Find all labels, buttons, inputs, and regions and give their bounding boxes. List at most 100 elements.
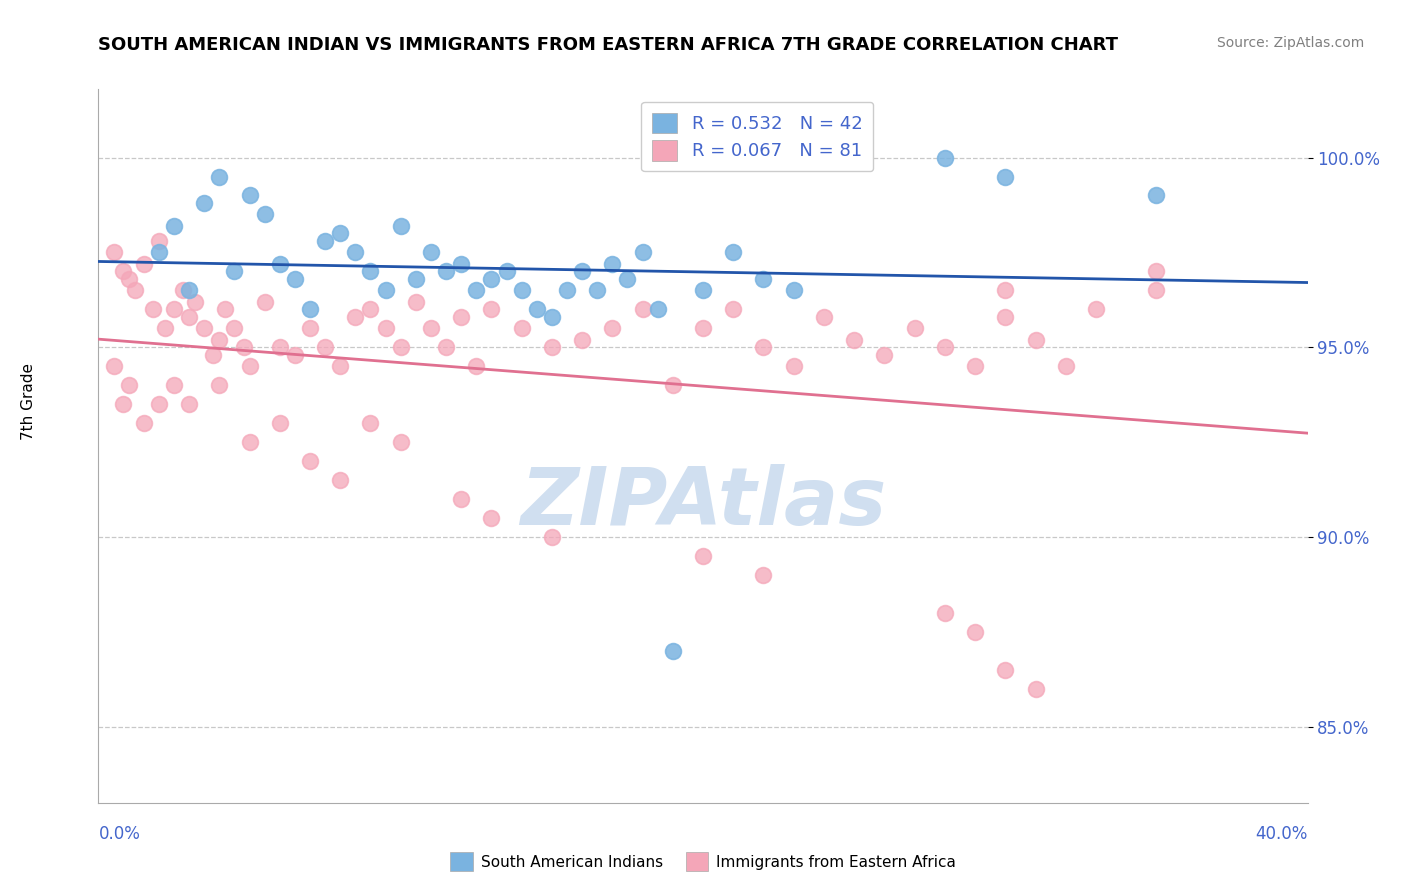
Point [239,435,262,450]
Point [239,188,262,202]
Point [586,284,609,298]
Point [555,284,578,298]
Point [844,333,866,347]
Point [540,340,562,354]
Point [153,321,176,335]
Point [202,348,225,362]
Point [1144,188,1167,202]
Point [314,234,336,248]
Point [1024,681,1046,696]
Point [782,359,804,374]
Point [314,340,336,354]
Point [692,284,714,298]
Point [994,284,1017,298]
Point [208,169,231,184]
Point [405,272,427,286]
Point [177,284,201,298]
Point [419,321,441,335]
Point [510,321,533,335]
Point [329,473,352,487]
Point [904,321,927,335]
Text: 40.0%: 40.0% [1256,825,1308,843]
Point [177,310,201,324]
Point [193,196,215,211]
Point [163,302,186,317]
Point [360,264,382,278]
Point [374,321,396,335]
Point [132,416,155,430]
Point [495,264,517,278]
Point [103,245,125,260]
Point [450,492,472,507]
Point [571,333,593,347]
Point [374,284,396,298]
Legend: South American Indians, Immigrants from Eastern Africa: South American Indians, Immigrants from … [444,847,962,877]
Point [284,348,307,362]
Point [602,321,624,335]
Point [344,310,367,324]
Point [450,257,472,271]
Point [253,207,276,221]
Point [510,284,533,298]
Point [934,151,956,165]
Point [1144,264,1167,278]
Point [934,606,956,620]
Point [389,340,412,354]
Point [299,321,322,335]
Point [269,340,291,354]
Point [1144,284,1167,298]
Point [692,321,714,335]
Point [360,416,382,430]
Point [269,257,291,271]
Point [1085,302,1108,317]
Point [873,348,896,362]
Point [782,284,804,298]
Point [111,397,134,411]
Point [163,378,186,392]
Point [103,359,125,374]
Point [177,397,201,411]
Point [111,264,134,278]
Point [239,359,262,374]
Point [253,294,276,309]
Point [540,530,562,544]
Point [184,294,207,309]
Point [389,219,412,233]
Point [163,219,186,233]
Point [132,257,155,271]
Point [299,454,322,468]
Point [1054,359,1077,374]
Point [118,272,141,286]
Point [1024,333,1046,347]
Point [631,302,654,317]
Point [405,294,427,309]
Point [208,378,231,392]
Point [692,549,714,563]
Point [172,284,194,298]
Point [148,245,170,260]
Text: SOUTH AMERICAN INDIAN VS IMMIGRANTS FROM EASTERN AFRICA 7TH GRADE CORRELATION CH: SOUTH AMERICAN INDIAN VS IMMIGRANTS FROM… [98,36,1118,54]
Point [434,340,457,354]
Point [721,245,744,260]
Point [661,644,683,658]
Point [661,378,683,392]
Point [269,416,291,430]
Point [284,272,307,286]
Point [419,245,441,260]
Point [148,234,170,248]
Point [148,397,170,411]
Point [994,310,1017,324]
Text: ZIPAtlas: ZIPAtlas [520,464,886,542]
Point [329,359,352,374]
Point [124,284,146,298]
Point [360,302,382,317]
Point [602,257,624,271]
Point [752,340,775,354]
Point [481,302,503,317]
Text: Source: ZipAtlas.com: Source: ZipAtlas.com [1216,36,1364,50]
Point [389,435,412,450]
Point [752,272,775,286]
Point [813,310,835,324]
Text: 0.0%: 0.0% [98,825,141,843]
Point [224,264,246,278]
